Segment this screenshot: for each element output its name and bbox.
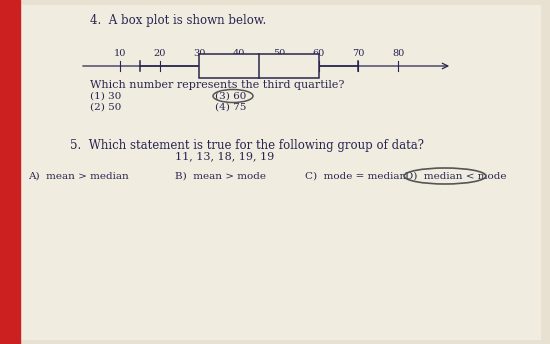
Text: 11, 13, 18, 19, 19: 11, 13, 18, 19, 19 [175,151,274,161]
Text: 5.  Which statement is true for the following group of data?: 5. Which statement is true for the follo… [70,139,424,152]
Text: C)  mode = median: C) mode = median [305,172,406,181]
Text: D)  median < mode: D) median < mode [405,172,507,181]
Text: B)  mean > mode: B) mean > mode [175,172,266,181]
Text: 30: 30 [193,49,206,58]
Text: 40: 40 [233,49,245,58]
Text: 10: 10 [114,49,126,58]
Text: (2) 50: (2) 50 [90,103,122,112]
Text: 20: 20 [153,49,166,58]
Text: 4.  A box plot is shown below.: 4. A box plot is shown below. [90,14,266,27]
Text: 60: 60 [312,49,325,58]
Text: (1) 30: (1) 30 [90,92,122,101]
Text: (3) 60: (3) 60 [215,92,246,101]
Text: Which number represents the third quartile?: Which number represents the third quarti… [90,80,344,90]
Text: (4) 75: (4) 75 [215,103,246,112]
Text: 70: 70 [352,49,365,58]
Bar [0,0,20,344]
Text: 50: 50 [273,49,285,58]
Text: A)  mean > median: A) mean > median [28,172,129,181]
Bar [200,54,318,78]
Text: 80: 80 [392,49,404,58]
